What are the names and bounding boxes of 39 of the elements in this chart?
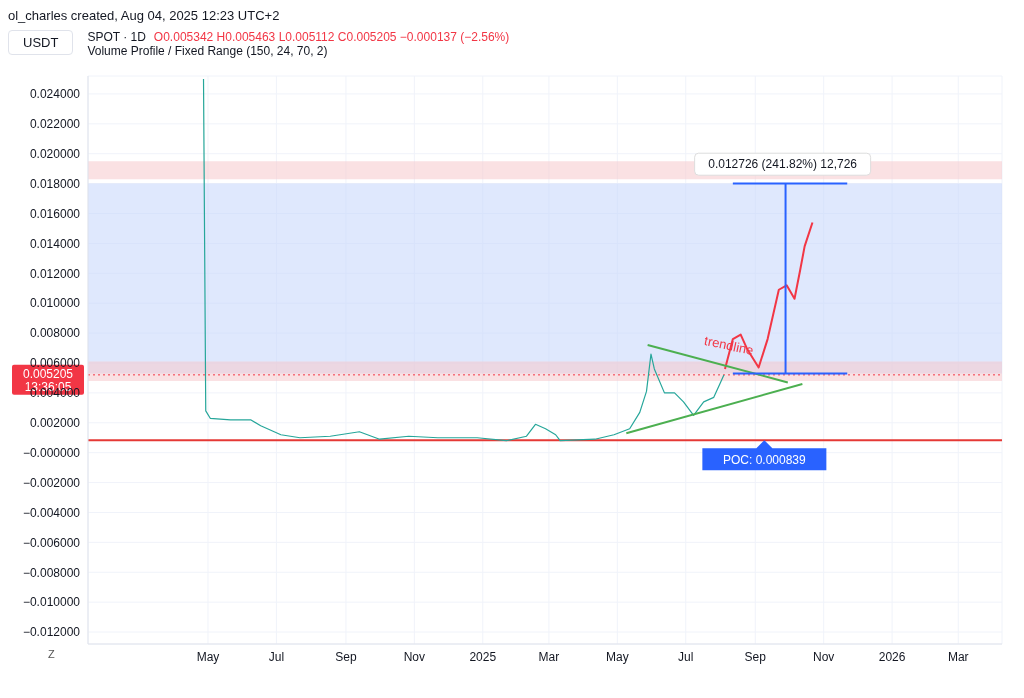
ref-line-label: POC: 0.000839 [722, 453, 807, 468]
chart-title: SPOT · 1D [87, 30, 146, 44]
y-tick-label: 0.024000 [29, 87, 81, 102]
text: Z [48, 648, 55, 660]
y-tick-label: 0.014000 [29, 236, 81, 251]
x-tick-label: Nov [813, 649, 835, 664]
x-tick-label: Sep [335, 649, 357, 664]
y-tick-label: −0.006000 [22, 535, 81, 550]
x-tick-label: Jul [678, 649, 694, 664]
x-tick-label: May [196, 649, 220, 664]
x-tick-label: Nov [403, 649, 426, 664]
x-tick-label: 2026 [878, 649, 906, 664]
y-tick-label: 0.002000 [29, 416, 81, 431]
y-tick-label: 0.012000 [29, 266, 81, 281]
x-tick-label: Sep [744, 649, 767, 664]
text: USDT [8, 30, 74, 55]
y-tick-label: −0.004000 [22, 505, 81, 520]
y-tick-label: 0.016000 [29, 206, 81, 221]
y-tick-label: −0.002000 [22, 475, 81, 490]
y-tick-label: −0.000000 [22, 445, 81, 460]
y-tick-label: −0.012000 [22, 625, 81, 640]
text: O0.005342 H0.005463 L0.005112 C0.005205 −0.000137 (−2.56%) [153, 30, 510, 44]
y-tick-label: 0.018000 [29, 176, 81, 191]
band-label: 0.012726 (241.82%) 12,726 [708, 157, 858, 172]
x-tick-label: May [606, 649, 629, 664]
x-tick-label: Mar [947, 649, 969, 664]
chart-subtitle: Volume Profile / Fixed Range (150, 24, 70, 2) [87, 44, 329, 58]
y-tick-label: −0.008000 [22, 565, 81, 580]
y-tick-label: 0.020000 [29, 146, 81, 161]
y-tick-label: −0.010000 [22, 595, 81, 610]
y-tick-label: 0.008000 [29, 326, 81, 341]
annotation: trendline [702, 332, 755, 359]
y-tick-label: 0.010000 [29, 296, 81, 311]
ref-line-label: 0.005205 [22, 366, 74, 381]
x-tick-label: Mar [538, 649, 560, 664]
text: ol_charles created, Aug 04, 2025 12:23 UTC+2 [8, 8, 281, 25]
x-tick-label: Jul [268, 649, 285, 664]
y-tick-label: 0.022000 [29, 117, 81, 132]
x-tick-label: 2025 [469, 649, 497, 664]
